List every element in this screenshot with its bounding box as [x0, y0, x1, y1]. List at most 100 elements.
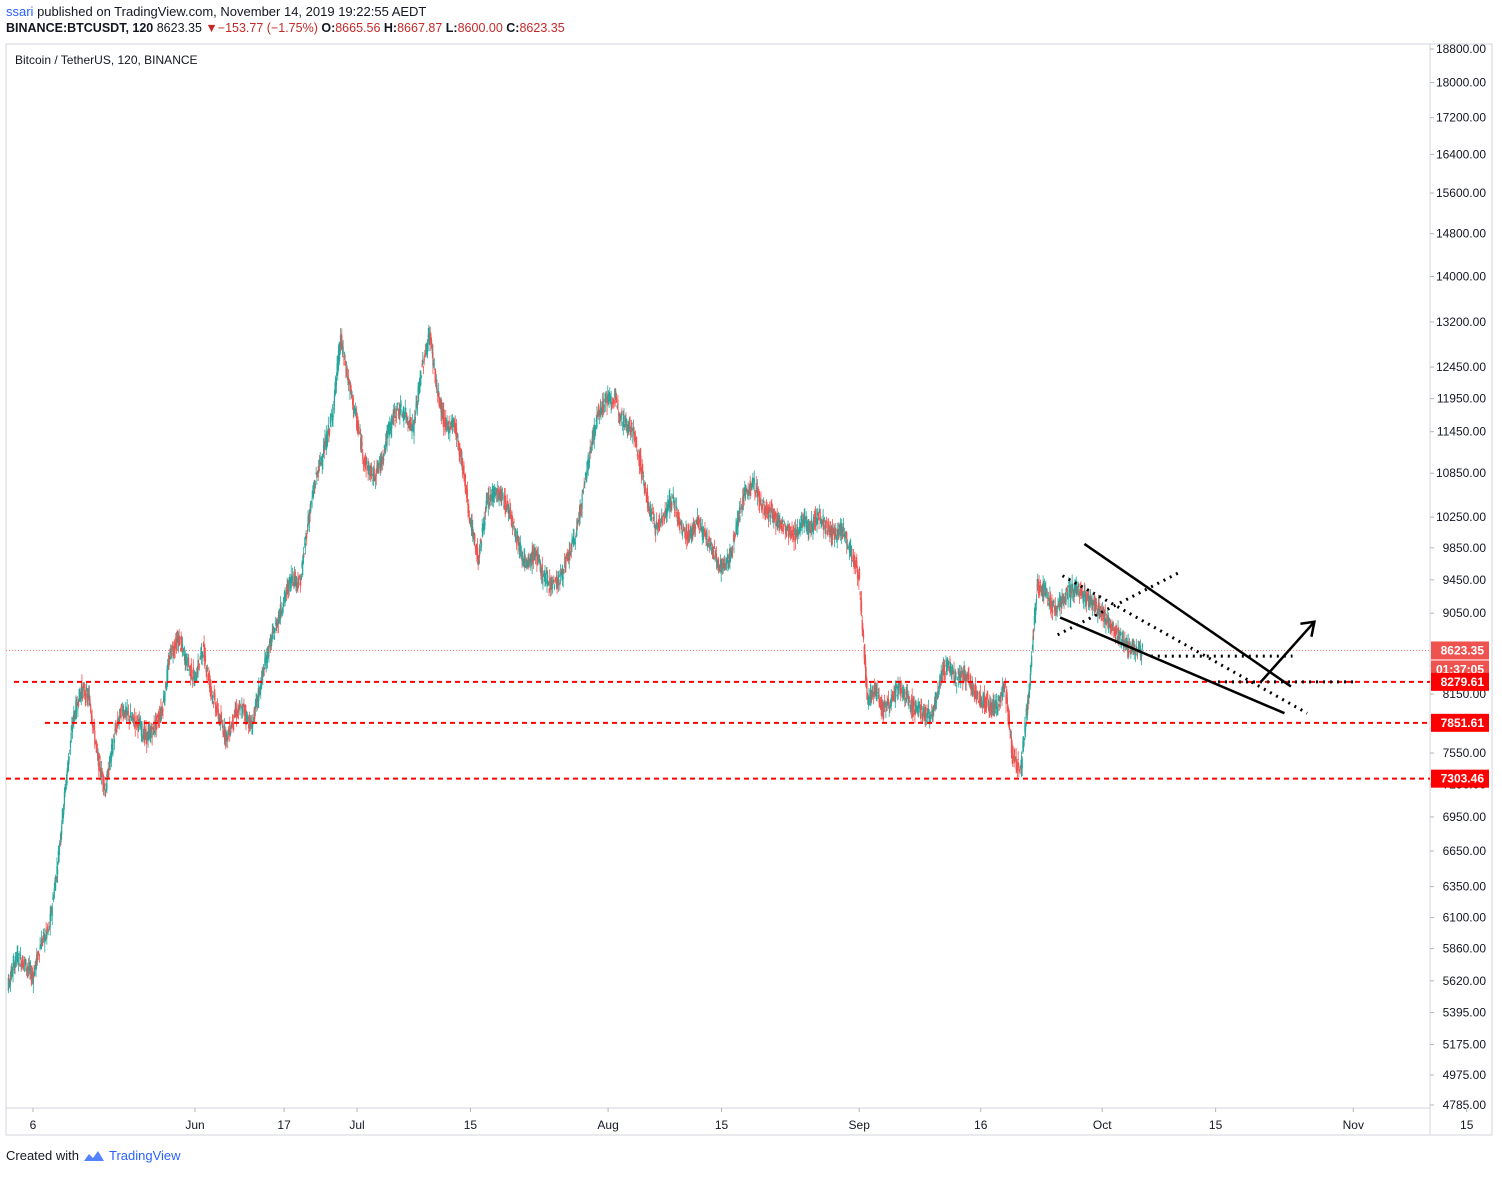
candle-body	[1105, 620, 1107, 625]
candle-body	[1017, 759, 1019, 760]
candle-body	[187, 669, 189, 671]
candle-body	[50, 908, 52, 921]
candle-body	[177, 634, 180, 647]
candle-body	[628, 419, 630, 427]
candle-body	[16, 951, 18, 958]
candle-body	[62, 813, 64, 822]
candle-body	[376, 461, 379, 468]
candle-body	[234, 708, 236, 714]
candle-body	[381, 462, 383, 464]
candle-body	[405, 415, 407, 420]
candle-body	[842, 530, 844, 536]
candle-body	[852, 554, 855, 564]
candle-body	[9, 983, 11, 987]
candle-body	[46, 926, 49, 931]
candle-body	[428, 335, 431, 342]
candle-body	[79, 692, 82, 698]
y-tick-label: 9850.00	[1443, 541, 1487, 555]
candle-body	[908, 698, 910, 700]
candle-body	[771, 512, 774, 519]
candle-body	[747, 490, 749, 494]
candle-body	[788, 524, 790, 529]
candle-body	[445, 417, 447, 421]
candle-body	[746, 492, 749, 494]
tradingview-brand-link[interactable]: TradingView	[108, 1148, 181, 1163]
candle-body	[867, 697, 869, 703]
candle-body	[721, 563, 724, 566]
candle-body	[723, 563, 726, 570]
candle-body	[171, 646, 173, 648]
candle-body	[391, 421, 394, 424]
close-value: 8623.35	[519, 21, 565, 35]
candle-body	[526, 561, 528, 562]
candle-body	[430, 334, 432, 341]
candle-body	[1064, 600, 1067, 602]
candle-body	[23, 959, 26, 964]
candle-body	[1028, 690, 1030, 699]
candle-body	[179, 648, 182, 650]
candle-body	[305, 532, 307, 539]
candle-body	[902, 686, 904, 695]
y-tick-label: 10250.00	[1436, 510, 1486, 524]
candle-body	[74, 715, 76, 718]
candle-body	[308, 511, 311, 524]
candle-body	[166, 670, 168, 685]
candle-body	[316, 473, 318, 478]
candle-body	[154, 719, 157, 730]
candle-body	[492, 487, 494, 502]
candle-body	[295, 577, 298, 585]
candle-body	[1050, 606, 1052, 610]
candle-body	[749, 480, 751, 494]
candle-body	[19, 954, 22, 959]
candle-body	[386, 431, 388, 446]
candle-body	[542, 580, 544, 582]
candle-body	[1075, 584, 1077, 589]
y-tick-label: 6950.00	[1443, 810, 1487, 824]
candle-body	[1039, 582, 1042, 584]
candle-body	[790, 532, 792, 539]
candle-body	[879, 702, 881, 705]
candle-body	[997, 703, 999, 713]
candle-body	[54, 881, 56, 888]
candle-body	[381, 456, 383, 463]
candle-body	[785, 529, 787, 531]
candle-body	[795, 530, 797, 536]
candle-body	[380, 458, 382, 468]
candle-body	[838, 530, 840, 540]
candle-body	[960, 672, 962, 684]
candle-body	[61, 808, 63, 822]
candle-body	[162, 708, 164, 712]
candle-body	[388, 423, 390, 438]
candle-body	[832, 527, 834, 533]
candle-body	[447, 422, 449, 427]
candle-body	[604, 399, 606, 402]
candle-body	[683, 528, 685, 532]
candle-body	[462, 458, 464, 475]
candle-body	[354, 405, 356, 413]
candle-body	[119, 708, 122, 719]
candle-body	[944, 672, 946, 675]
candle-body	[446, 420, 448, 428]
candle-body	[775, 522, 778, 526]
candle-body	[454, 424, 456, 428]
x-tick-label: Jun	[185, 1118, 204, 1132]
candle-body	[457, 440, 460, 446]
candle-body	[451, 418, 454, 427]
candle-body	[479, 544, 481, 551]
candle-body	[430, 340, 433, 348]
candle-body	[614, 395, 616, 404]
candle-body	[554, 579, 556, 583]
candle-body	[865, 675, 867, 688]
author-link[interactable]: ssari	[6, 4, 34, 19]
candle-body	[925, 707, 927, 722]
candle-body	[560, 569, 562, 573]
candle-body	[861, 619, 863, 631]
y-tick-label: 16400.00	[1436, 147, 1486, 161]
candle-body	[60, 831, 62, 842]
candle-body	[860, 602, 862, 611]
candle-body	[183, 654, 186, 661]
level-tag: 8279.61	[1441, 675, 1485, 689]
candle-body	[685, 528, 687, 532]
